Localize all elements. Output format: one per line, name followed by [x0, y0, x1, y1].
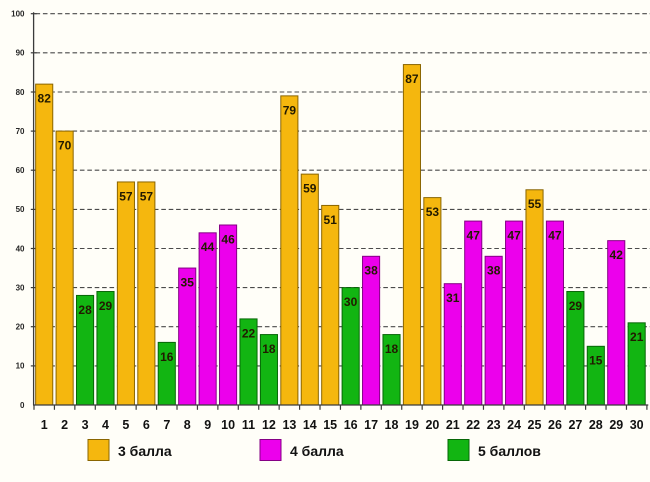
svg-text:46: 46 — [221, 232, 235, 246]
svg-text:9: 9 — [204, 418, 211, 432]
svg-text:6: 6 — [143, 418, 150, 432]
svg-text:3: 3 — [82, 418, 89, 432]
svg-text:4: 4 — [102, 418, 109, 432]
svg-text:16: 16 — [344, 418, 358, 432]
svg-text:10: 10 — [16, 362, 25, 371]
svg-text:22: 22 — [466, 418, 480, 432]
svg-text:2: 2 — [61, 418, 68, 432]
svg-text:28: 28 — [78, 303, 92, 317]
svg-text:26: 26 — [548, 418, 562, 432]
svg-text:18: 18 — [385, 342, 399, 356]
svg-text:55: 55 — [528, 197, 542, 211]
svg-text:25: 25 — [528, 418, 542, 432]
svg-text:82: 82 — [38, 92, 52, 106]
svg-text:29: 29 — [569, 299, 583, 313]
svg-text:1: 1 — [41, 418, 48, 432]
svg-text:12: 12 — [262, 418, 276, 432]
svg-text:30: 30 — [344, 295, 358, 309]
svg-text:50: 50 — [16, 205, 25, 214]
svg-text:0: 0 — [20, 401, 25, 410]
svg-text:35: 35 — [181, 275, 195, 289]
svg-text:15: 15 — [589, 354, 603, 368]
svg-text:29: 29 — [609, 418, 623, 432]
svg-text:10: 10 — [221, 418, 235, 432]
svg-text:20: 20 — [16, 323, 25, 332]
svg-text:13: 13 — [282, 418, 296, 432]
svg-text:60: 60 — [16, 166, 25, 175]
svg-text:100: 100 — [11, 10, 25, 19]
svg-text:11: 11 — [242, 418, 255, 432]
svg-text:14: 14 — [303, 418, 317, 432]
svg-text:30: 30 — [16, 283, 25, 292]
svg-text:22: 22 — [242, 326, 256, 340]
svg-text:31: 31 — [446, 291, 460, 305]
svg-text:87: 87 — [405, 72, 419, 86]
svg-text:47: 47 — [467, 229, 481, 243]
svg-text:8: 8 — [184, 418, 191, 432]
svg-text:7: 7 — [163, 418, 170, 432]
svg-text:57: 57 — [140, 189, 154, 203]
svg-text:40: 40 — [16, 244, 25, 253]
svg-text:5 баллов: 5 баллов — [478, 443, 541, 459]
svg-text:38: 38 — [487, 264, 501, 278]
svg-text:44: 44 — [201, 240, 215, 254]
svg-text:21: 21 — [446, 418, 460, 432]
svg-text:20: 20 — [425, 418, 439, 432]
svg-text:27: 27 — [568, 418, 582, 432]
svg-text:15: 15 — [323, 418, 337, 432]
svg-text:59: 59 — [303, 182, 317, 196]
svg-text:90: 90 — [16, 49, 25, 58]
svg-text:30: 30 — [630, 418, 644, 432]
svg-text:47: 47 — [548, 229, 562, 243]
svg-text:3 балла: 3 балла — [118, 443, 172, 459]
svg-text:38: 38 — [364, 264, 378, 278]
svg-text:70: 70 — [16, 127, 25, 136]
svg-text:42: 42 — [610, 248, 624, 262]
svg-text:53: 53 — [426, 205, 440, 219]
svg-text:28: 28 — [589, 418, 603, 432]
svg-text:21: 21 — [630, 330, 644, 344]
svg-text:19: 19 — [405, 418, 419, 432]
svg-text:79: 79 — [283, 103, 297, 117]
svg-text:16: 16 — [160, 350, 174, 364]
svg-text:4 балла: 4 балла — [290, 443, 344, 459]
svg-text:29: 29 — [99, 299, 113, 313]
svg-text:51: 51 — [324, 213, 338, 227]
svg-text:17: 17 — [364, 418, 378, 432]
svg-text:18: 18 — [262, 342, 276, 356]
svg-text:70: 70 — [58, 139, 72, 153]
svg-text:5: 5 — [122, 418, 129, 432]
svg-text:80: 80 — [16, 88, 25, 97]
svg-text:47: 47 — [507, 229, 521, 243]
svg-text:18: 18 — [385, 418, 399, 432]
svg-text:23: 23 — [487, 418, 501, 432]
svg-text:57: 57 — [119, 189, 133, 203]
svg-text:24: 24 — [507, 418, 521, 432]
